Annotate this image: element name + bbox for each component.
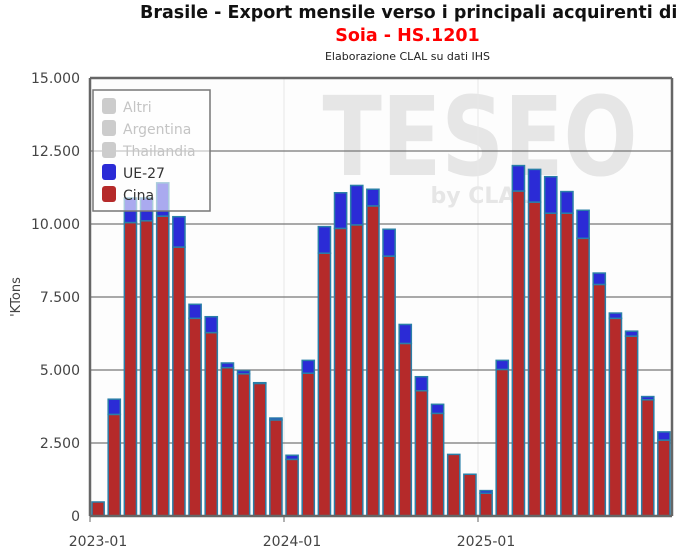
y-tick-label: 15.000	[31, 71, 80, 87]
y-tick-label: 0	[71, 509, 80, 525]
bar-cina-2025-07	[576, 237, 590, 517]
chart-title: Brasile - Export mensile verso i princip…	[140, 3, 678, 23]
bar-cina-2023-08	[204, 331, 219, 517]
bar-ue-27-2025-06	[560, 190, 574, 214]
bar-ue-27-2023-11	[252, 381, 267, 385]
bar-cina-2025-02	[495, 368, 510, 517]
bar-ue-27-2025-07	[576, 209, 590, 240]
legend-item-cina[interactable]: Cina	[123, 188, 154, 204]
bar-cina-2025-11	[640, 399, 655, 517]
watermark-logo: TESEO	[323, 73, 638, 201]
bar-ue-27-2023-07	[188, 303, 202, 320]
bar-ue-27-2025-02	[495, 359, 510, 371]
legend-swatch-ue-27[interactable]	[102, 164, 116, 180]
bar-ue-27-2025-08	[592, 272, 607, 286]
bar-ue-27-2025-04	[527, 168, 542, 203]
bar-cina-2023-02	[107, 413, 122, 517]
bar-cina-2024-04	[333, 227, 348, 517]
bar-ue-27-2024-07	[382, 228, 396, 257]
legend-item-altri[interactable]: Altri	[123, 100, 152, 116]
bar-ue-27-2024-09	[414, 375, 429, 392]
bar-cina-2025-09	[608, 317, 623, 517]
bar-cina-2025-05	[543, 212, 558, 517]
bar-ue-27-2023-02	[107, 398, 122, 416]
bar-ue-27-2023-06	[172, 215, 186, 248]
bar-cina-2024-12	[463, 473, 477, 517]
bar-cina-2024-09	[414, 389, 429, 517]
y-tick-label: 12.500	[31, 144, 80, 160]
y-tick-label: 5.000	[40, 363, 80, 379]
bar-ue-27-2025-01	[479, 489, 493, 494]
bar-ue-27-2025-05	[543, 175, 558, 214]
bar-ue-27-2024-08	[398, 323, 413, 345]
bar-ue-27-2025-03	[511, 164, 526, 192]
bar-cina-2025-06	[560, 212, 574, 517]
legend-item-thailandia[interactable]: Thailandia	[122, 144, 196, 160]
bar-cina-2023-04	[139, 220, 154, 517]
bar-cina-2024-02	[301, 372, 316, 517]
chart-subtitle: Soia - HS.1201	[335, 26, 480, 46]
bar-cina-2023-07	[188, 317, 202, 517]
bar-cina-2024-08	[398, 342, 413, 517]
legend-item-ue-27[interactable]: UE-27	[123, 166, 165, 182]
bar-cina-2023-01	[91, 501, 105, 517]
bar-ue-27-2024-10	[430, 403, 445, 415]
x-tick-label: 2024-01	[263, 534, 322, 550]
legend-swatch-altri[interactable]	[102, 98, 116, 114]
bar-ue-27-2025-09	[608, 312, 623, 320]
y-axis-label: 'KTons	[9, 277, 24, 317]
bar-cina-2025-03	[511, 190, 526, 517]
bar-cina-2024-06	[366, 205, 380, 517]
bar-cina-2024-03	[317, 252, 332, 517]
bar-cina-2024-01	[285, 458, 299, 517]
x-tick-label: 2023-01	[69, 534, 128, 550]
bar-ue-27-2024-05	[349, 184, 364, 226]
bar-cina-2024-05	[349, 224, 364, 517]
bar-ue-27-2023-09	[220, 362, 235, 369]
bar-cina-2023-06	[172, 246, 186, 517]
bar-cina-2025-04	[527, 201, 542, 517]
bar-ue-27-2025-12	[657, 431, 671, 441]
legend-swatch-cina[interactable]	[102, 186, 116, 202]
bar-cina-2023-10	[236, 373, 251, 517]
bar-cina-2025-08	[592, 283, 607, 517]
bar-ue-27-2024-01	[285, 454, 299, 461]
bar-ue-27-2023-08	[204, 315, 219, 334]
bar-ue-27-2024-03	[317, 225, 332, 254]
bar-cina-2025-12	[657, 439, 671, 517]
legend-swatch-thailandia[interactable]	[102, 142, 116, 158]
y-tick-label: 10.000	[31, 217, 80, 233]
bar-ue-27-2023-10	[236, 369, 251, 375]
legend-swatch-argentina[interactable]	[102, 120, 116, 136]
legend-item-argentina[interactable]: Argentina	[123, 122, 191, 138]
y-tick-label: 7.500	[40, 290, 80, 306]
bar-cina-2024-07	[382, 255, 396, 517]
x-tick-label: 2025-01	[457, 534, 516, 550]
bar-ue-27-2024-02	[301, 359, 316, 374]
bar-cina-2024-10	[430, 412, 445, 517]
bar-cina-2023-05	[155, 215, 170, 517]
bar-cina-2023-11	[252, 382, 267, 517]
bar-ue-27-2024-06	[366, 188, 380, 207]
bar-ue-27-2025-10	[624, 330, 639, 337]
bar-ue-27-2023-12	[269, 417, 283, 421]
bar-cina-2025-10	[624, 335, 639, 517]
bar-ue-27-2024-04	[333, 192, 348, 230]
bar-ue-27-2025-11	[640, 395, 655, 401]
bar-cina-2023-03	[123, 221, 138, 517]
bar-cina-2023-09	[220, 366, 235, 517]
chart-source: Elaborazione CLAL su dati IHS	[324, 50, 491, 63]
y-tick-label: 2.500	[40, 436, 80, 452]
bar-cina-2025-01	[479, 492, 493, 517]
bar-cina-2023-12	[269, 419, 283, 517]
bar-cina-2024-11	[446, 453, 461, 517]
